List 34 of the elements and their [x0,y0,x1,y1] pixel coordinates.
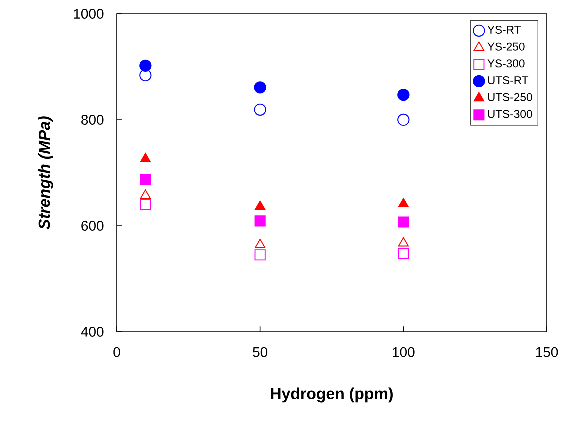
point [255,200,266,210]
y-tick-label: 800 [82,115,104,125]
point [254,104,266,116]
x-axis-title: Hydrogen (ppm) [271,388,393,403]
y-tick-label: 400 [81,327,104,337]
legend-label: UTS-RT [488,76,529,85]
x-tick-label: 100 [393,347,415,358]
point [255,238,266,248]
point [398,237,409,247]
point [140,190,151,200]
point [140,153,151,162]
point [140,69,152,82]
y-tick-label: 1000 [74,9,104,19]
point [140,174,152,186]
point [398,114,410,126]
point [398,248,410,260]
point [254,250,266,261]
y-tick-label: 600 [82,221,104,231]
point [140,199,152,210]
x-tick-label: 0 [114,347,120,358]
legend-label: YS-RT [488,26,521,34]
x-tick-label: 50 [253,347,268,358]
point [140,60,152,72]
legend-label: YS-300 [488,60,525,68]
x-tick-label: 150 [536,347,558,358]
point [254,216,266,227]
y-axis-title: Strength (MPa) [38,116,54,230]
point [398,89,410,102]
point [398,216,410,228]
point [254,82,266,94]
legend-label: UTS-250 [488,93,532,102]
legend-label: UTS-300 [488,110,532,118]
point [398,198,409,208]
legend-label: YS-250 [488,42,525,51]
